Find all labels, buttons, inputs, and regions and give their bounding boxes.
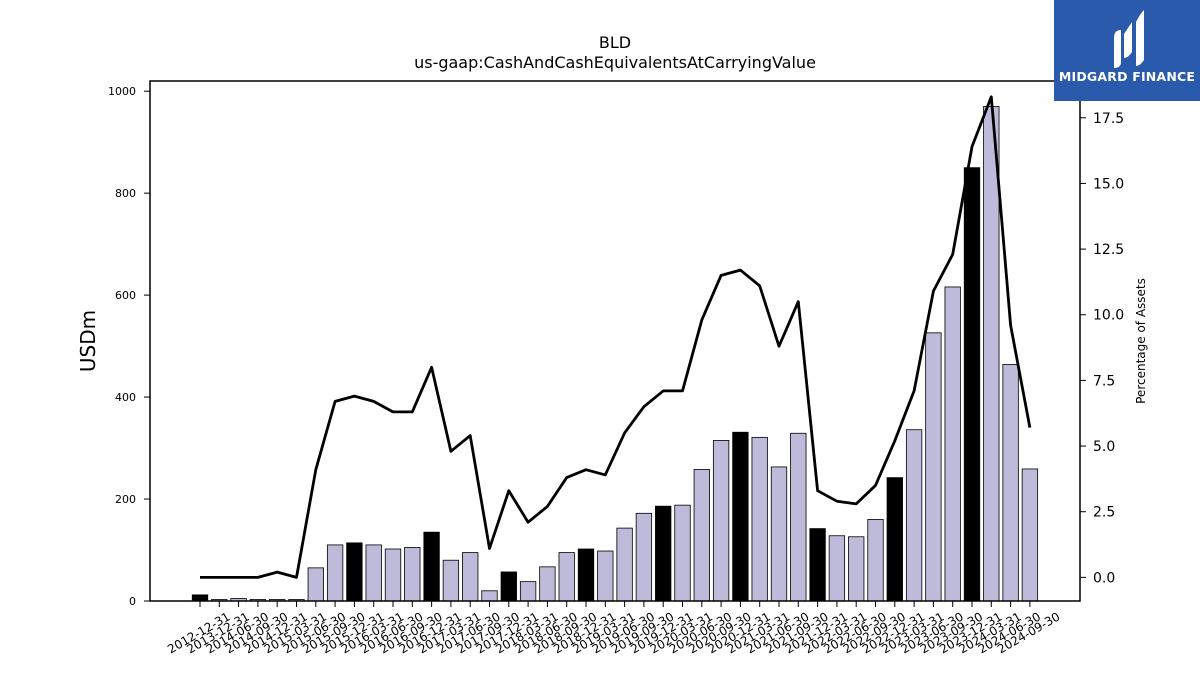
bar [944,286,961,602]
bar [790,432,807,602]
logo-icon [1114,10,1144,68]
bar [307,567,324,602]
logo: MIDGARD FINANCE [1054,0,1200,101]
y-tick-label: 400 [115,391,136,404]
bar [481,590,498,602]
bar [597,550,614,602]
line-series [200,95,1032,579]
plot-frame [149,80,1081,602]
bar [423,531,440,602]
bar [539,566,556,602]
y2-axis: 0.0 2.5 5.0 7.5 10.0 12.5 15.0 17.5 [1080,111,1124,586]
bar [732,431,749,602]
y-tick-label: 1000 [108,85,136,98]
bar [867,519,884,602]
y2-tick-label: 0.0 [1093,570,1115,586]
bar [384,548,402,602]
bar [365,544,382,602]
chart-title: BLD [599,33,631,52]
bar [558,552,575,602]
bar [577,548,595,602]
logo-name: MIDGARD FINANCE [1058,69,1196,84]
line-path [200,95,1032,579]
bar [886,477,903,602]
bar [963,167,981,602]
bar [712,440,730,602]
y2-tick-label: 15.0 [1093,176,1124,192]
y2-axis-label: Percentage of Assets [1134,278,1148,404]
bar [1021,468,1039,602]
bar [500,571,517,602]
chart-subtitle: us-gaap:CashAndCashEquivalentsAtCarrying… [414,53,816,72]
bar [809,528,826,602]
y-tick-label: 600 [115,289,136,302]
bar [616,527,633,602]
bar [346,542,363,602]
y2-tick-label: 7.5 [1093,373,1115,389]
y2-tick-label: 5.0 [1093,439,1115,455]
bar [905,429,923,602]
y2-tick-label: 10.0 [1093,308,1124,324]
y-tick-label: 0 [129,595,136,608]
y2-tick-label: 2.5 [1093,505,1115,521]
y2-tick-label: 12.5 [1093,242,1124,258]
bar [674,504,691,602]
x-axis: 2012-12-312013-12-312014-06-302014-09-30… [165,601,1062,656]
bar-series [191,106,1039,602]
bar [751,436,768,602]
bar [770,466,788,602]
bar [191,594,209,602]
bar [655,505,672,602]
bar [462,552,479,602]
y-tick-label: 800 [115,187,136,200]
bar [983,106,1000,602]
bar [848,536,865,602]
y-axis-label: USDm [76,310,100,372]
bar [326,544,344,602]
y-axis: 0 200 400 600 800 1000 [108,85,150,608]
bar [442,559,460,602]
y-tick-label: 200 [115,493,136,506]
bar [519,581,537,602]
bar [693,469,710,602]
bar [1002,364,1019,602]
bar [925,332,942,602]
bar [828,535,846,602]
bar [404,547,421,602]
bar [635,512,653,602]
y2-tick-label: 17.5 [1093,111,1124,127]
